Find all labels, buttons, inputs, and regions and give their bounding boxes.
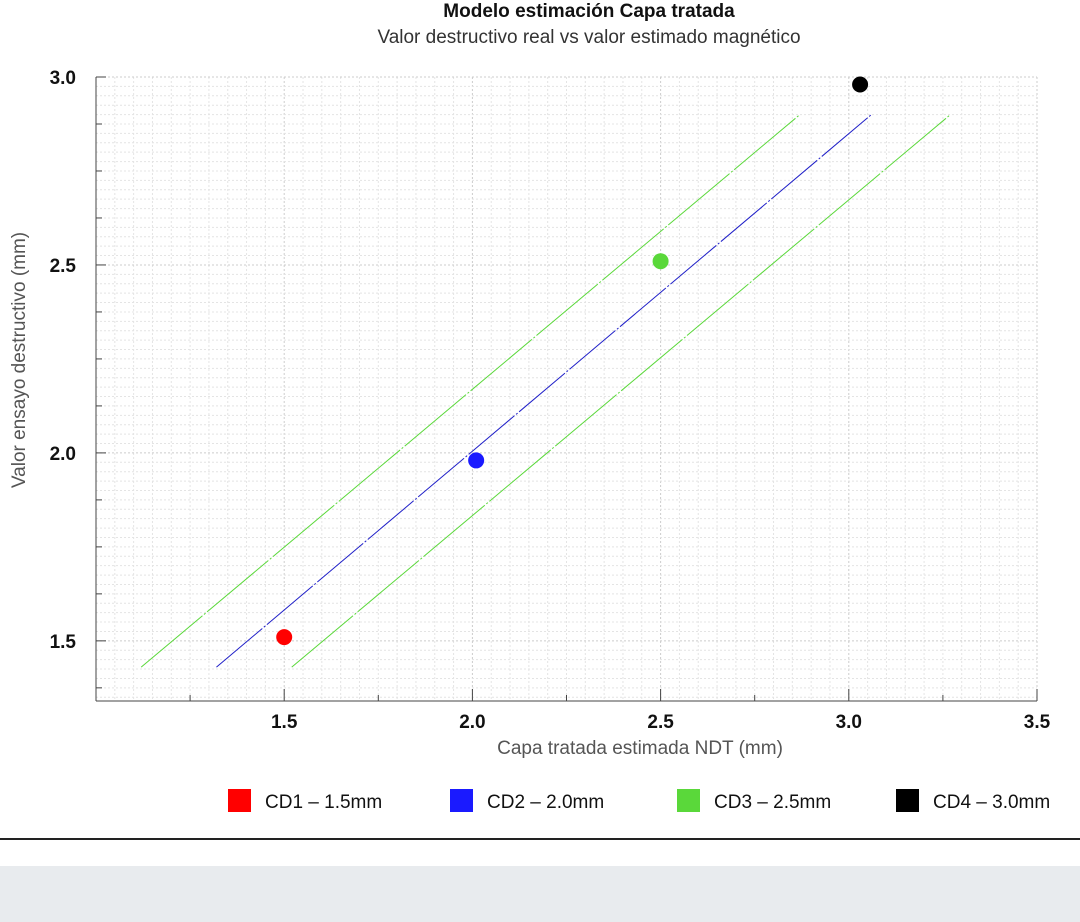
x-axis-label: Capa tratada estimada NDT (mm) [497,738,783,759]
y-tick-label: 1.5 [50,632,77,653]
data-point-cd2 [468,452,485,469]
legend: CD1 – 1.5mm CD2 – 2.0mm CD3 – 2.5mm CD4 – 3… [228,789,1050,813]
legend-label: CD2 – 2.0mm [487,792,604,813]
footer-band [0,866,1080,922]
y-tick-label: 3.0 [50,68,76,89]
axes [95,76,1038,702]
lower-band-line [291,114,951,668]
legend-swatch [228,789,251,812]
reference-lines [140,114,951,668]
legend-item-cd4: CD4 – 3.0mm [896,789,1050,813]
chart-subtitle: Valor destructivo real vs valor estimado… [377,27,800,48]
data-point-cd3 [652,253,669,270]
chart-title: Modelo estimación Capa tratada [443,1,735,22]
grid-lines [95,76,1038,701]
x-tick-label: 3.5 [1024,712,1051,733]
data-point-cd1 [276,629,293,646]
y-axis-label: Valor ensayo destructivo (mm) [9,232,30,488]
x-tick-label: 2.0 [459,712,485,733]
legend-label: CD1 – 1.5mm [265,792,382,813]
legend-swatch [896,789,919,812]
chart-canvas: Modelo estimación Capa tratada Valor des… [9,1,1051,813]
data-point-cd4 [852,76,869,93]
legend-swatch [450,789,473,812]
legend-item-cd3: CD3 – 2.5mm [677,789,831,813]
legend-item-cd2: CD2 – 2.0mm [450,789,604,813]
x-tick-label: 1.5 [271,712,298,733]
legend-item-cd1: CD1 – 1.5mm [228,789,382,813]
upper-band-line [140,114,801,668]
data-points [276,76,869,646]
fit-line [216,114,872,668]
legend-label: CD3 – 2.5mm [714,792,831,813]
x-tick-label: 2.5 [647,712,674,733]
x-tick-label: 3.0 [836,712,862,733]
legend-label: CD4 – 3.0mm [933,792,1050,813]
y-tick-label: 2.0 [50,444,76,465]
divider [0,838,1080,840]
y-tick-label: 2.5 [50,256,77,277]
legend-swatch [677,789,700,812]
tick-labels: 1.5 2.0 2.5 3.0 3.5 1.5 2.0 2.5 3.0 [50,68,1051,733]
